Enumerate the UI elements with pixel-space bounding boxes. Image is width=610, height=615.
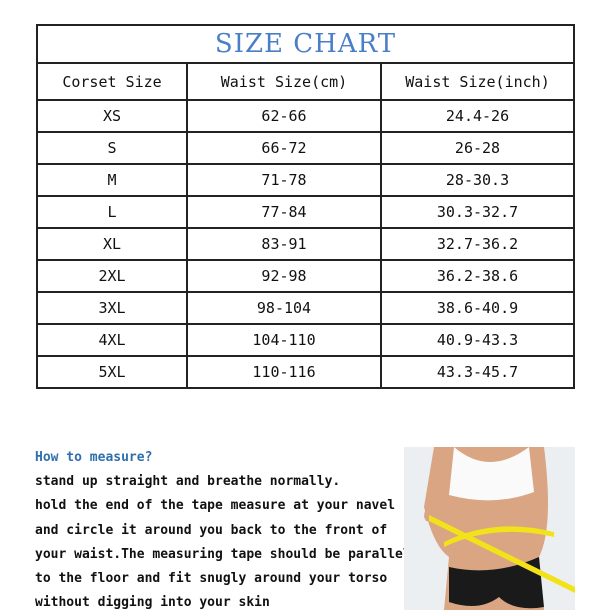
measuring-waist-photo [404,447,575,610]
header-row: Corset Size Waist Size(cm) Waist Size(in… [36,62,575,101]
cell-waist-inch: 30.3-32.7 [380,195,575,229]
table-row: XS 62-66 24.4-26 [36,99,575,133]
table-row: 2XL 92-98 36.2-38.6 [36,259,575,293]
cell-waist-inch: 32.7-36.2 [380,227,575,261]
measure-instructions: How to measure? stand up straight and br… [35,446,411,615]
header-waist-cm: Waist Size(cm) [186,62,382,101]
table-row: 3XL 98-104 38.6-40.9 [36,291,575,325]
table-row: 4XL 104-110 40.9-43.3 [36,323,575,357]
instruction-line: and circle it around you back to the fro… [35,522,388,538]
cell-size: XL [36,227,188,261]
instruction-line: to the floor and fit snugly around your … [35,571,388,587]
cell-size: 5XL [36,355,188,389]
cell-waist-inch: 26-28 [380,131,575,165]
table-row: M 71-78 28-30.3 [36,163,575,197]
size-chart-table: SIZE CHART Corset Size Waist Size(cm) Wa… [36,24,575,389]
cell-waist-inch: 38.6-40.9 [380,291,575,325]
cell-waist-cm: 62-66 [186,99,382,133]
cell-size: 2XL [36,259,188,293]
table-row: L 77-84 30.3-32.7 [36,195,575,229]
instruction-line: stand up straight and breathe normally. [35,474,341,490]
cell-waist-inch: 40.9-43.3 [380,323,575,357]
header-waist-inch: Waist Size(inch) [380,62,575,101]
cell-waist-cm: 104-110 [186,323,382,357]
cell-waist-cm: 83-91 [186,227,382,261]
instructions-heading: How to measure? [35,450,153,465]
cell-waist-inch: 43.3-45.7 [380,355,575,389]
cell-size: M [36,163,188,197]
cell-waist-cm: 77-84 [186,195,382,229]
instruction-line: without digging into your skin [35,595,270,611]
cell-waist-cm: 66-72 [186,131,382,165]
chart-title: SIZE CHART [36,24,575,64]
cell-size: S [36,131,188,165]
cell-waist-inch: 28-30.3 [380,163,575,197]
cell-waist-inch: 24.4-26 [380,99,575,133]
table-row: XL 83-91 32.7-36.2 [36,227,575,261]
cell-size: L [36,195,188,229]
instruction-line: hold the end of the tape measure at your… [35,498,396,514]
cell-size: XS [36,99,188,133]
table-row: S 66-72 26-28 [36,131,575,165]
instruction-line: your waist.The measuring tape should be … [35,546,411,562]
cell-waist-inch: 36.2-38.6 [380,259,575,293]
cell-waist-cm: 71-78 [186,163,382,197]
header-corset-size: Corset Size [36,62,188,101]
cell-waist-cm: 98-104 [186,291,382,325]
cell-waist-cm: 110-116 [186,355,382,389]
cell-waist-cm: 92-98 [186,259,382,293]
cell-size: 3XL [36,291,188,325]
table-row: 5XL 110-116 43.3-45.7 [36,355,575,389]
cell-size: 4XL [36,323,188,357]
